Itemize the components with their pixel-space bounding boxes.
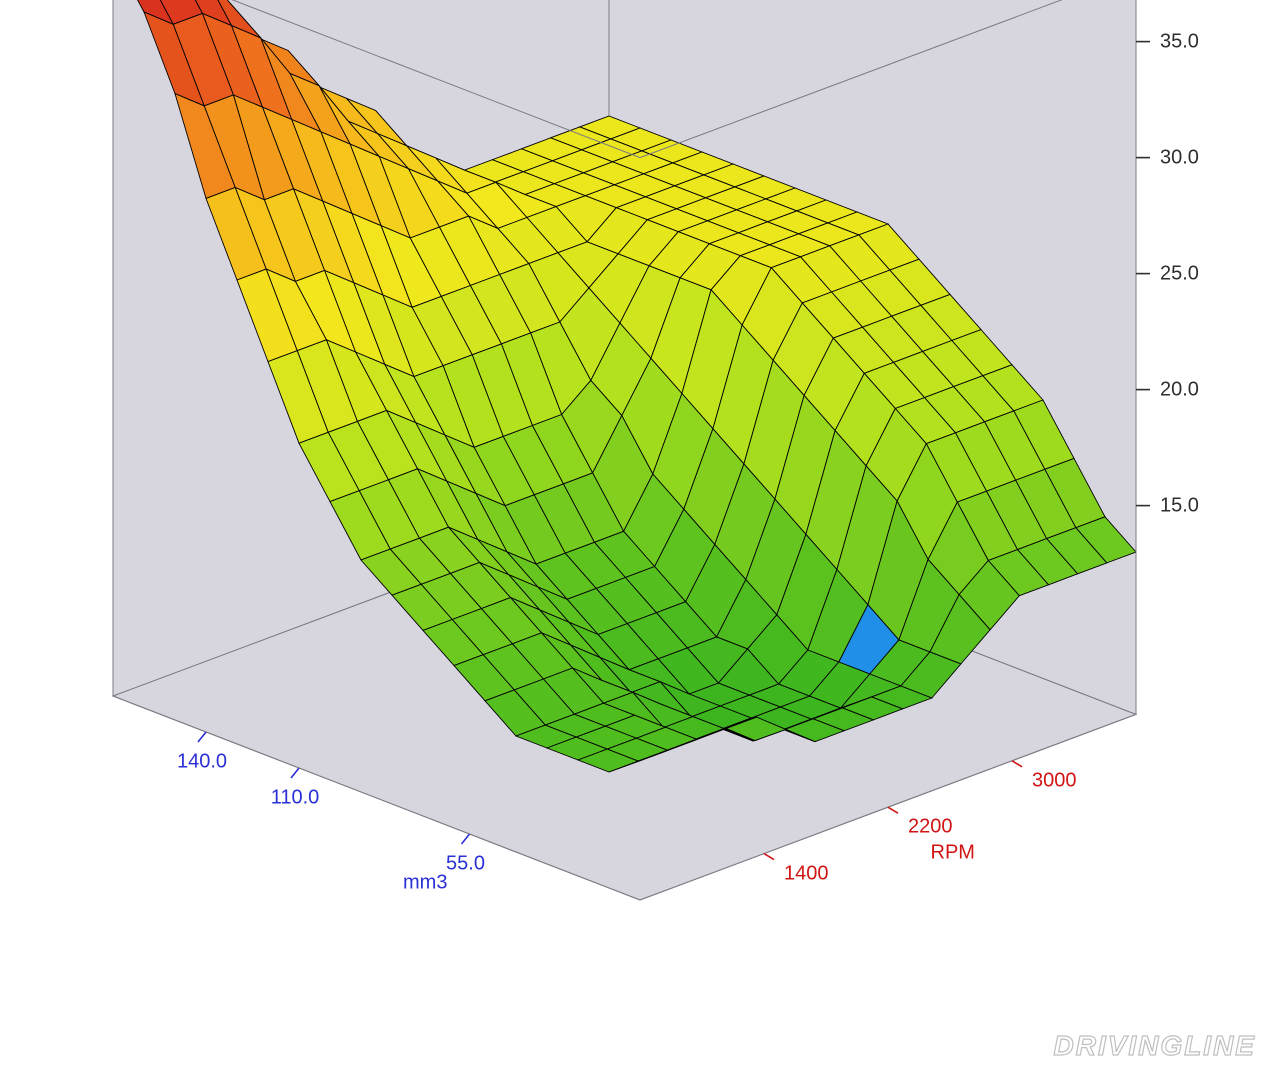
axis-tick-label: 25.0 [1160,262,1199,285]
axis-tick-label: 20.0 [1160,378,1199,401]
axis-tick-label: 30.0 [1160,146,1199,169]
axis-tick-label: 140.0 [177,751,227,774]
axis-tick-label: RPM [931,842,975,865]
watermark: DRIVINGLINE [1054,1030,1256,1062]
axis-tick-label: 2200 [908,816,953,839]
chart-stage: 15.0 20.0 25.0 30.0 35.0 1400 2200 3000 RPM 140.0… [0,0,1276,1080]
axis-tick-label: 1400 [784,862,829,885]
axis-tick-label: 110.0 [271,787,320,810]
axis-tick-label: 15.0 [1160,494,1199,517]
axis-tick-label: 35.0 [1160,30,1199,53]
axis-tick-label: mm3 [403,872,447,895]
axis-tick-label: 55.0 [446,853,485,876]
surface-plot [0,0,1276,1080]
axis-tick-label: 3000 [1032,769,1077,792]
